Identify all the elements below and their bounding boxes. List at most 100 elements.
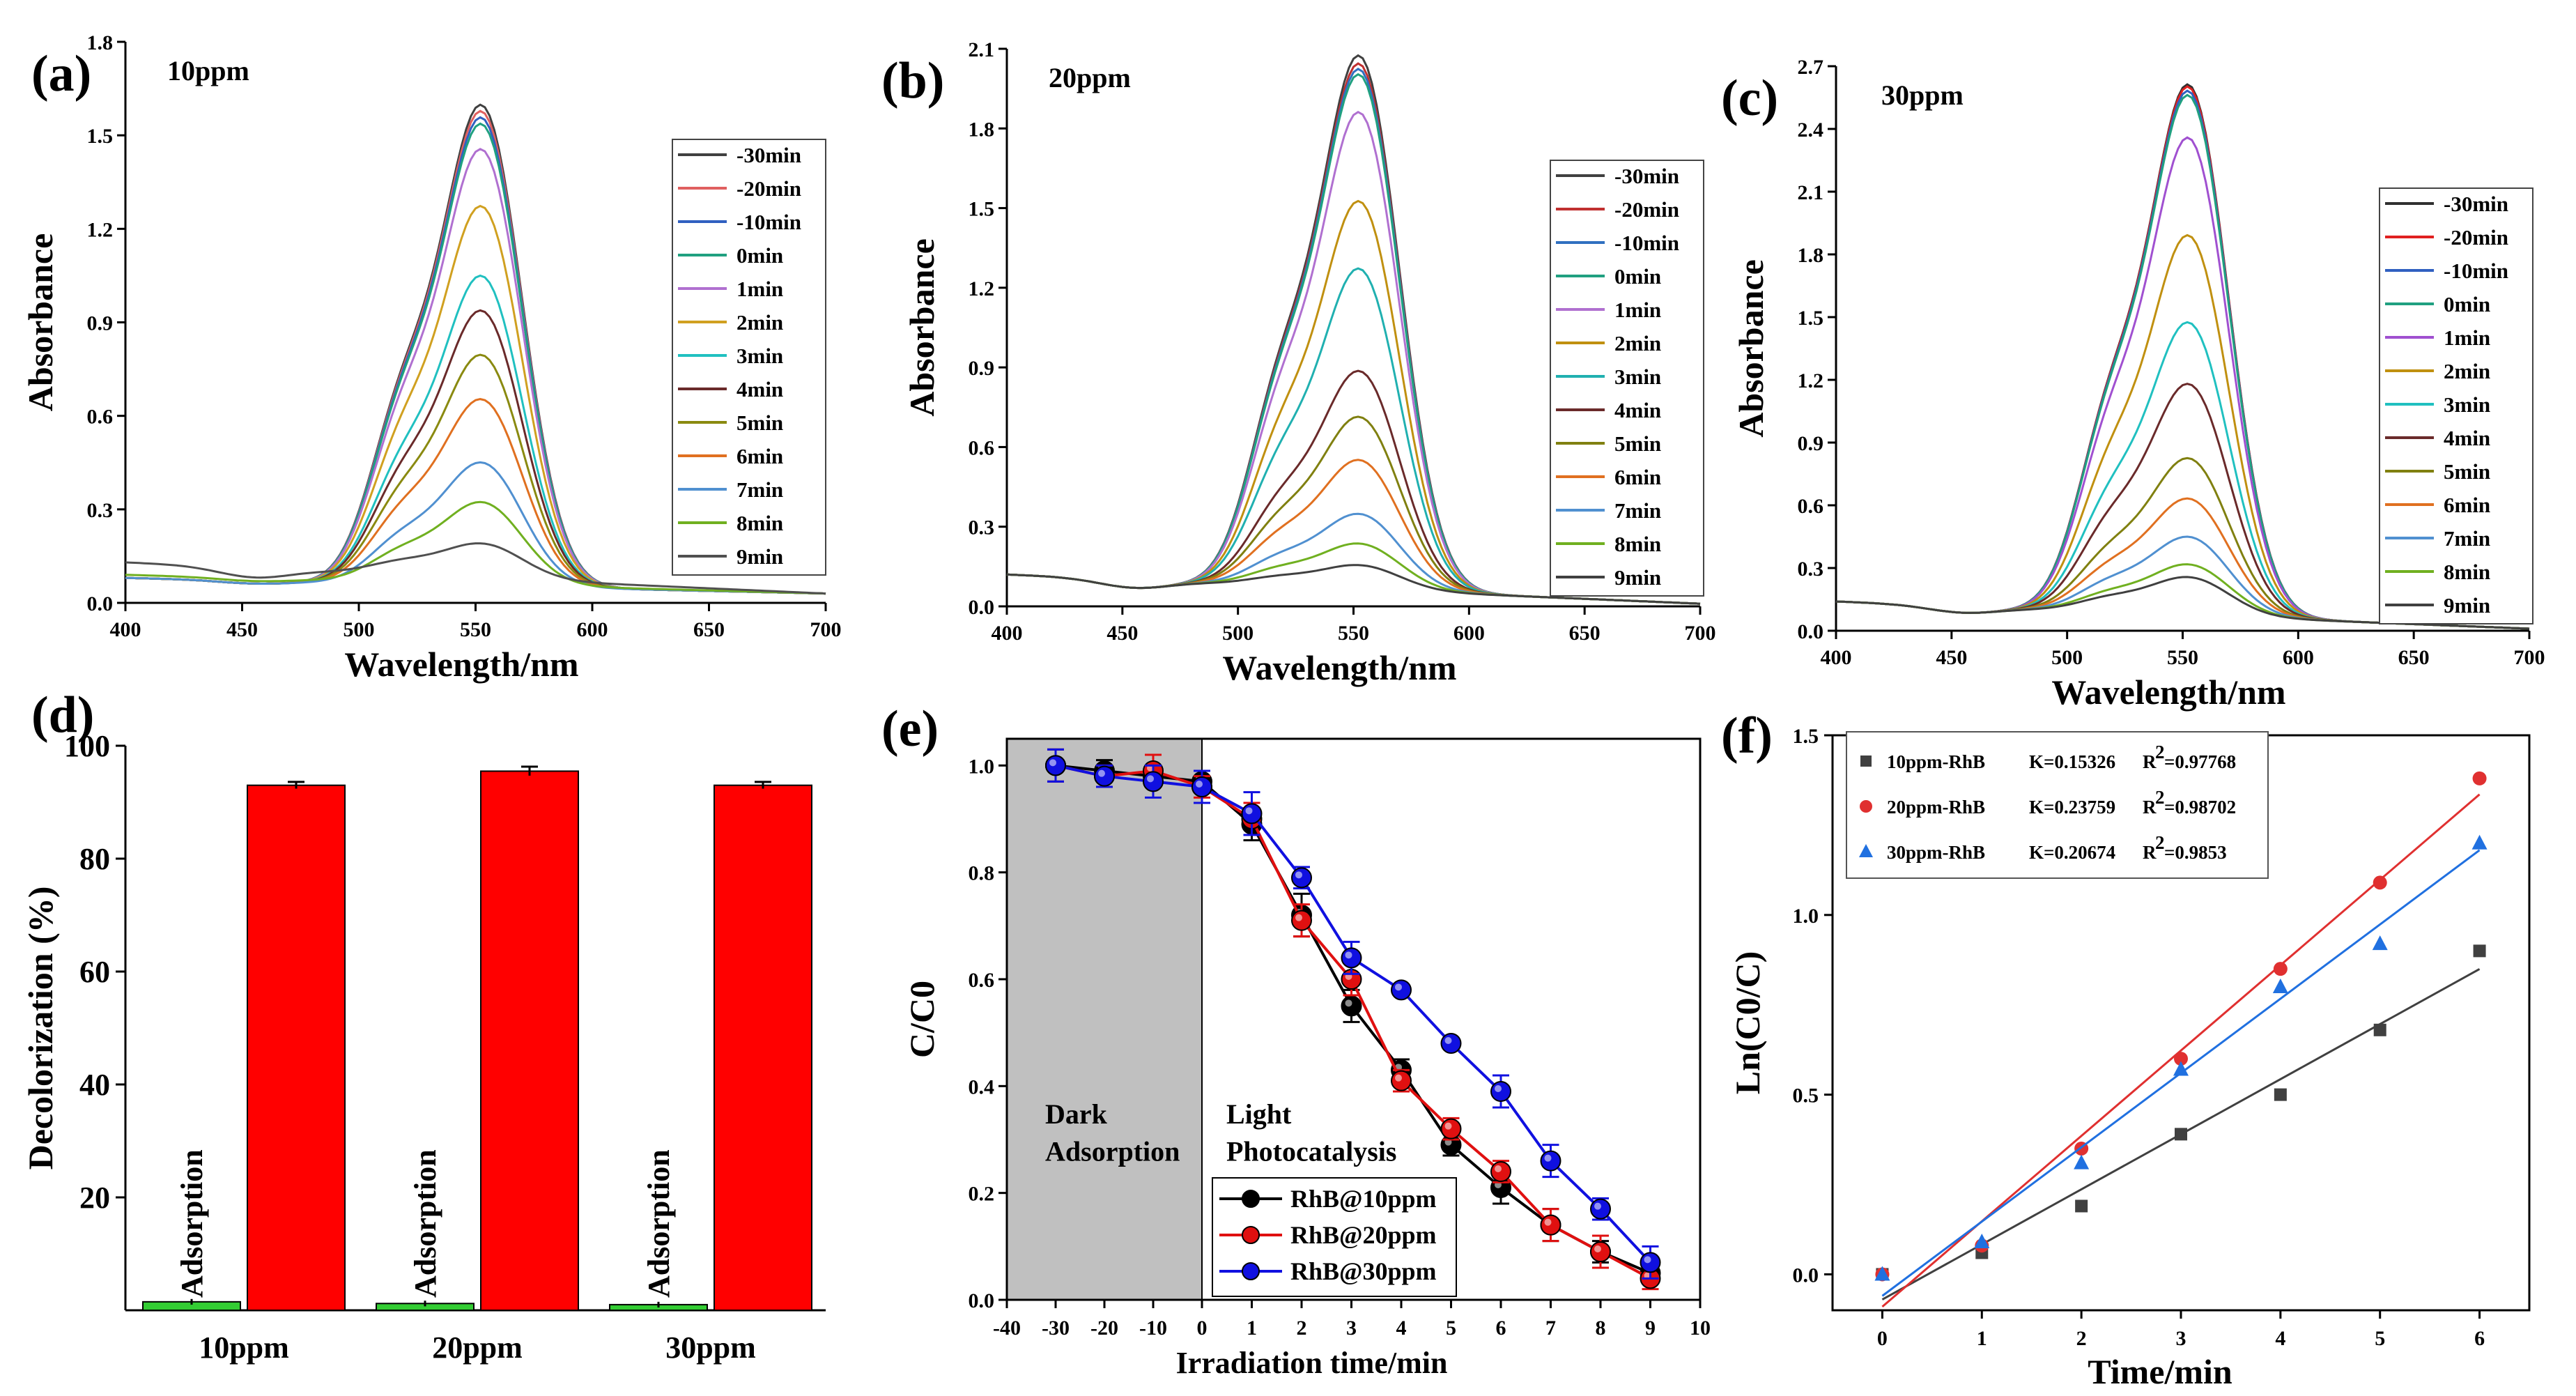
y-tick-label: 20 — [79, 1181, 110, 1215]
x-tick-label: 5 — [1446, 1317, 1456, 1340]
x-tick-label: 0 — [1197, 1317, 1208, 1340]
panel-title: 10ppm — [167, 55, 249, 86]
legend-entry: -10min — [1614, 231, 1679, 255]
bar-photocatalysis — [714, 784, 812, 1311]
legend-box — [2379, 187, 2533, 624]
legend-r2-value: =0.97768 — [2164, 751, 2236, 772]
y-tick-label: 2.7 — [1798, 56, 1824, 79]
y-tick-label: 1.2 — [969, 277, 995, 300]
legend-box — [672, 139, 826, 576]
legend-entry: 8min — [2444, 560, 2490, 584]
legend-entry: 5min — [2444, 459, 2490, 484]
legend-entry: -20min — [736, 176, 801, 201]
data-point — [1045, 755, 1066, 776]
data-point-square — [2274, 1088, 2287, 1101]
panel-label: (a) — [31, 45, 91, 102]
x-tick-label: 30ppm — [665, 1330, 756, 1365]
data-point-highlight — [1495, 1165, 1502, 1172]
x-tick-label: 3 — [2176, 1327, 2186, 1350]
x-tick-label: -10 — [1139, 1317, 1167, 1340]
y-axis-label: Decolorization (%) — [21, 887, 60, 1170]
x-tick-label: 1 — [1247, 1317, 1257, 1340]
bar-photocatalysis — [480, 770, 579, 1311]
x-axis-label: Irradiation time/min — [1176, 1346, 1448, 1380]
data-point-highlight — [1345, 999, 1352, 1007]
x-tick-label: 6 — [2474, 1327, 2485, 1350]
y-tick-label: 1.8 — [1798, 244, 1824, 267]
x-tick-label: 650 — [693, 618, 725, 641]
x-tick-label: 400 — [110, 618, 141, 641]
legend-k-value: K=0.15326 — [2029, 751, 2115, 772]
x-tick-label: 9 — [1645, 1317, 1656, 1340]
bar-annotation: Adsorption — [175, 1149, 209, 1298]
legend-marker — [1242, 1190, 1260, 1208]
x-tick-label: 1 — [1977, 1327, 1987, 1350]
data-point-square — [2075, 1199, 2088, 1213]
y-tick-label: 0.6 — [1798, 495, 1824, 518]
legend-k-value: K=0.23759 — [2029, 797, 2115, 818]
legend-entry: RhB@20ppm — [1290, 1221, 1437, 1249]
region-label-light-line2: Photocatalysis — [1226, 1136, 1396, 1167]
legend-box — [1846, 731, 2269, 879]
legend-r2-value: =0.9853 — [2164, 842, 2227, 863]
data-point-triangle — [1874, 1266, 1890, 1281]
legend: -30min -20min -10min 0min 1min 2min 3min 4min 5m… — [672, 139, 826, 576]
y-tick-label: 0.0 — [1798, 620, 1824, 643]
legend-entry: 0min — [2444, 292, 2490, 316]
data-point — [1191, 776, 1212, 797]
x-tick-label: 550 — [2167, 646, 2198, 669]
data-point-triangle — [2372, 935, 2388, 951]
x-tick-label: 700 — [810, 618, 842, 641]
x-tick-label: 8 — [1596, 1317, 1606, 1340]
x-tick-label: 400 — [992, 622, 1023, 645]
y-tick-label: 1.5 — [1798, 307, 1824, 330]
legend: -30min -20min -10min 0min 1min 2min 3min 4min 5m… — [1550, 160, 1704, 597]
legend-entry: 8min — [1614, 532, 1661, 556]
data-point-square — [2175, 1128, 2187, 1141]
region-label-dark-line2: Adsorption — [1045, 1136, 1180, 1167]
legend-entry: 2min — [2444, 359, 2490, 383]
y-axis-label: Absorbance — [1732, 259, 1771, 438]
x-tick-label: 7 — [1545, 1317, 1556, 1340]
data-point — [1391, 979, 1412, 1001]
y-tick-label: 2.1 — [1798, 181, 1824, 204]
data-point-highlight — [1049, 759, 1056, 767]
legend-r2-label: R — [2143, 751, 2157, 772]
x-axis-label: Time/min — [2088, 1352, 2232, 1391]
data-point-highlight — [1345, 951, 1352, 959]
panel-label: (b) — [881, 52, 944, 109]
legend: -30min -20min -10min 0min 1min 2min 3min 4min 5m… — [2379, 187, 2533, 624]
data-point-triangle — [2074, 1154, 2090, 1169]
spectrum-line — [1006, 564, 1701, 605]
y-tick-label: 0.0 — [969, 596, 995, 619]
x-tick-label: 500 — [2051, 646, 2083, 669]
panel-c: 400 450 500 550 600 650 700 0.0 0.3 0.6 0.9 1.2 1.5 1… — [1721, 56, 2545, 712]
legend-entry: RhB@10ppm — [1290, 1185, 1437, 1213]
data-point — [1341, 947, 1362, 969]
legend-entry: 7min — [736, 477, 783, 502]
legend-r2-label: R — [2143, 842, 2157, 863]
data-point-highlight — [1295, 871, 1302, 879]
x-tick-label: 2 — [2076, 1327, 2087, 1350]
y-tick-label: 1.2 — [1798, 369, 1824, 392]
data-point — [1490, 1161, 1511, 1182]
data-point — [1094, 765, 1115, 787]
legend-r2-label: R — [2143, 797, 2157, 818]
x-tick-label: 600 — [1453, 622, 1485, 645]
panel-f: 0 1 2 3 4 5 6 0.0 0.5 1.0 1.5 Time/min Ln(C0/C) (f) 10… — [1721, 707, 2531, 1391]
x-tick-label: -20 — [1090, 1317, 1118, 1340]
legend-box — [1550, 160, 1704, 597]
legend-entry: 0min — [736, 243, 783, 268]
y-tick-label: 0.0 — [969, 1289, 995, 1312]
bar-annotation: Adsorption — [642, 1149, 676, 1298]
x-tick-label: 600 — [577, 618, 608, 641]
legend-entry: 6min — [736, 444, 783, 468]
region-label-light-line1: Light — [1226, 1098, 1292, 1130]
data-point-circle — [2472, 771, 2487, 785]
x-tick-label: -30 — [1042, 1317, 1070, 1340]
panel-label: (e) — [881, 700, 939, 758]
x-tick-label: 2 — [1297, 1317, 1307, 1340]
legend-entry: -20min — [1614, 197, 1679, 222]
data-point-highlight — [1444, 1037, 1452, 1044]
